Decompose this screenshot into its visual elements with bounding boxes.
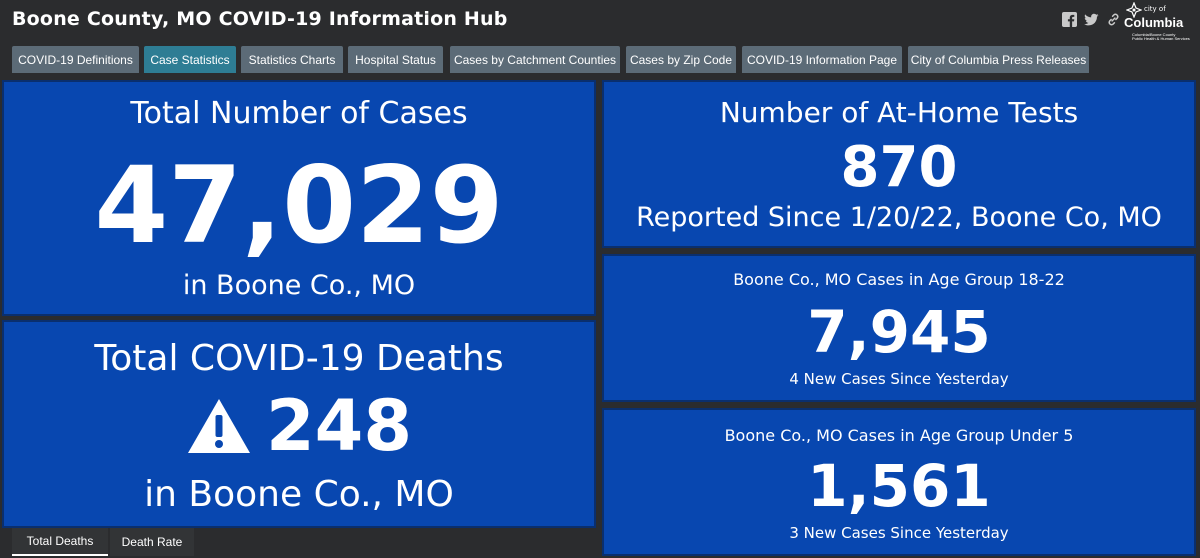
- total-cases-caption: in Boone Co., MO: [182, 270, 416, 301]
- total-cases-title: Total Number of Cases: [130, 96, 468, 131]
- tab-hospital-status[interactable]: Hospital Status: [348, 46, 443, 73]
- deaths-title: Total COVID-19 Deaths: [94, 338, 504, 379]
- tab-case-statistics[interactable]: Case Statistics: [144, 46, 236, 73]
- age-under-5-title: Boone Co., MO Cases in Age Group Under 5: [724, 426, 1074, 445]
- deaths-value-row: 248: [4, 385, 594, 467]
- link-icon[interactable]: [1106, 12, 1121, 27]
- share-icons: [1062, 12, 1121, 27]
- age-under-5-caption: 3 New Cases Since Yesterday: [789, 524, 1009, 542]
- page-title: Boone County, MO COVID-19 Information Hu…: [12, 8, 508, 30]
- city-logo[interactable]: city of Columbia Columbia/Boone County P…: [1122, 2, 1192, 41]
- header: Boone County, MO COVID-19 Information Hu…: [0, 0, 1200, 42]
- deaths-panel: Total COVID-19 Deaths 248 in Boone Co., …: [2, 320, 596, 528]
- age-18-22-caption: 4 New Cases Since Yesterday: [789, 370, 1009, 388]
- logo-name: Columbia: [1124, 15, 1184, 30]
- city-logo-mark-icon: [1126, 2, 1142, 18]
- tab-covid19-definitions[interactable]: COVID-19 Definitions: [12, 46, 139, 73]
- twitter-icon[interactable]: [1084, 12, 1099, 27]
- total-cases-value: 47,029: [94, 144, 504, 267]
- tab-statistics-charts[interactable]: Statistics Charts: [241, 46, 343, 73]
- facebook-icon[interactable]: [1062, 12, 1077, 27]
- age-18-22-value: 7,945: [807, 298, 991, 366]
- tab-city-press-releases[interactable]: City of Columbia Press Releases: [908, 46, 1089, 73]
- tab-total-deaths[interactable]: Total Deaths: [12, 528, 108, 556]
- home-tests-panel: Number of At-Home Tests 870 Reported Sin…: [602, 80, 1196, 248]
- tab-cases-by-catchment-counties[interactable]: Cases by Catchment Counties: [450, 46, 620, 73]
- total-cases-panel: Total Number of Cases 47,029 in Boone Co…: [2, 80, 596, 316]
- age-under-5-panel: Boone Co., MO Cases in Age Group Under 5…: [602, 408, 1196, 556]
- deaths-caption: in Boone Co., MO: [144, 474, 454, 515]
- home-tests-title: Number of At-Home Tests: [719, 96, 1079, 129]
- logo-subtitle-2: Public Health & Human Services: [1132, 36, 1190, 41]
- deaths-value: 248: [265, 385, 413, 467]
- logo-subtitle-1: Columbia/Boone County: [1132, 32, 1176, 37]
- age-under-5-value: 1,561: [807, 452, 991, 520]
- tab-cases-by-zip-code[interactable]: Cases by Zip Code: [626, 46, 736, 73]
- logo-city-of: city of: [1144, 5, 1166, 13]
- home-tests-caption: Reported Since 1/20/22, Boone Co, MO: [636, 202, 1162, 233]
- age-18-22-panel: Boone Co., MO Cases in Age Group 18-22 7…: [602, 254, 1196, 402]
- age-18-22-title: Boone Co., MO Cases in Age Group 18-22: [733, 270, 1065, 289]
- home-tests-value: 870: [840, 135, 958, 200]
- tab-death-rate[interactable]: Death Rate: [110, 528, 194, 556]
- warning-icon: [187, 399, 250, 453]
- tab-covid19-information-page[interactable]: COVID-19 Information Page: [742, 46, 902, 73]
